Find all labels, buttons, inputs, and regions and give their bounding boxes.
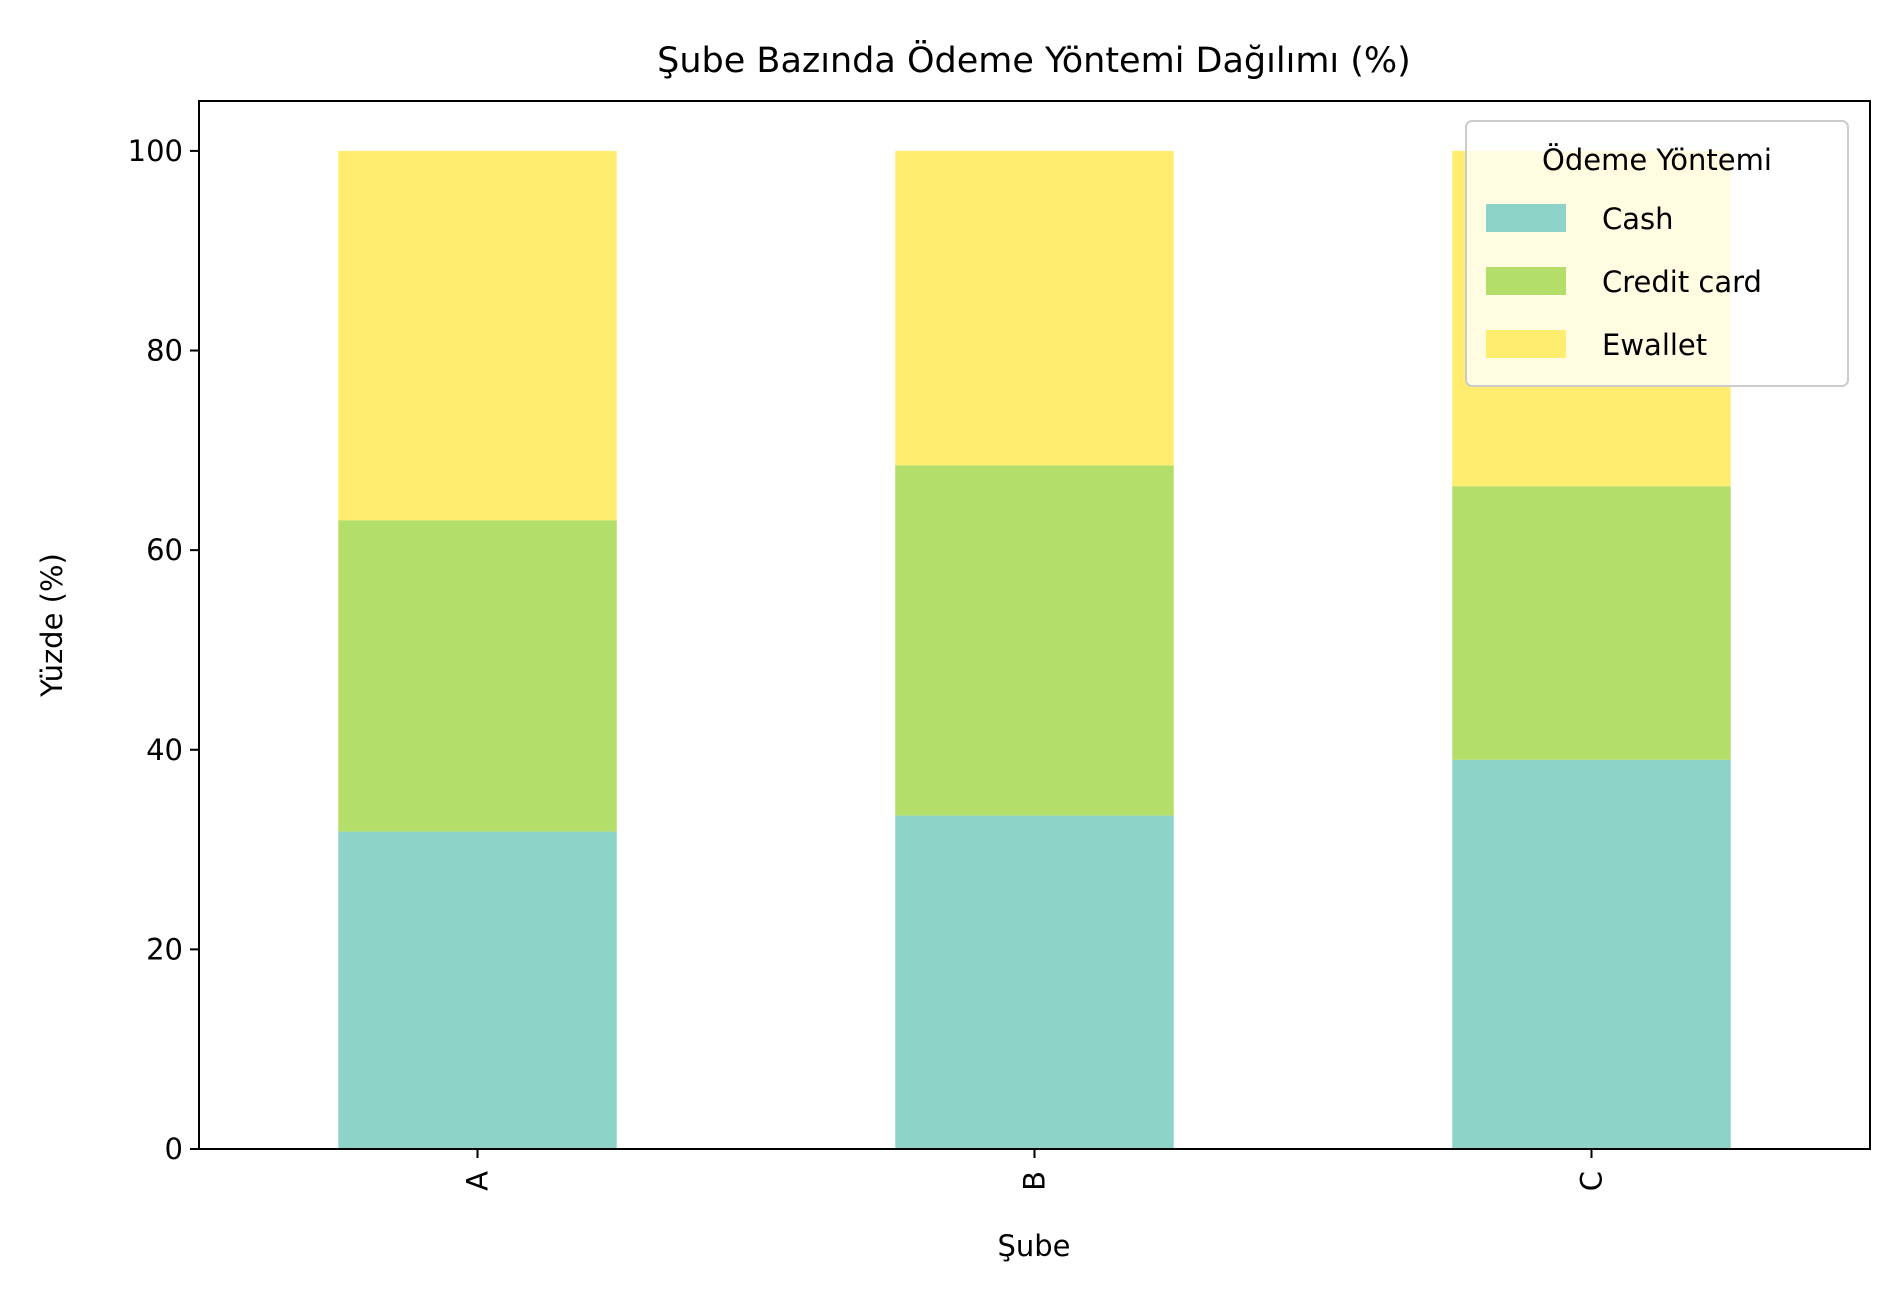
legend-label: Cash [1602,202,1674,236]
bar-A-cash [338,831,617,1149]
bar-C-cash [1452,759,1731,1149]
bar-B-credit-card [895,465,1174,816]
bar-B-ewallet [895,150,1174,466]
legend-label: Ewallet [1602,328,1707,362]
bar-A-ewallet [338,150,617,521]
x-axis-label: Şube [997,1229,1070,1263]
y-tick-label: 20 [146,932,183,966]
y-tick-label: 0 [165,1132,183,1166]
y-tick-label: 100 [128,134,183,168]
plot-frame [198,100,1871,1150]
y-tick-label: 80 [146,334,183,368]
legend-items: Cash Credit card Ewallet [1486,202,1762,362]
bar-B-cash [895,815,1174,1149]
y-tick-label: 60 [146,533,183,567]
legend-label: Credit card [1602,265,1762,299]
x-tick-label: C [1575,1171,1609,1191]
legend: Ödeme Yöntemi Cash Credit card Ewallet [1465,120,1849,387]
x-tick-label: B [1018,1171,1052,1191]
bars-layer [338,150,1731,1149]
legend-swatch-credit-card [1486,267,1566,295]
x-tick-label: A [461,1171,495,1191]
x-axis-ticks: A B C [461,1149,1609,1191]
bar-A-credit-card [338,520,617,832]
legend-swatch-ewallet [1486,330,1566,358]
bar-C-credit-card [1452,486,1731,760]
legend-swatch-cash [1486,204,1566,232]
legend-title: Ödeme Yöntemi [1542,143,1772,177]
legend-box [1465,120,1849,387]
chart-title: Şube Bazında Ödeme Yöntemi Dağılımı (%) [657,39,1411,81]
y-tick-label: 40 [146,733,183,767]
y-axis-ticks: 0 20 40 60 80 100 [128,134,199,1166]
y-axis-label: Yüzde (%) [35,553,69,698]
